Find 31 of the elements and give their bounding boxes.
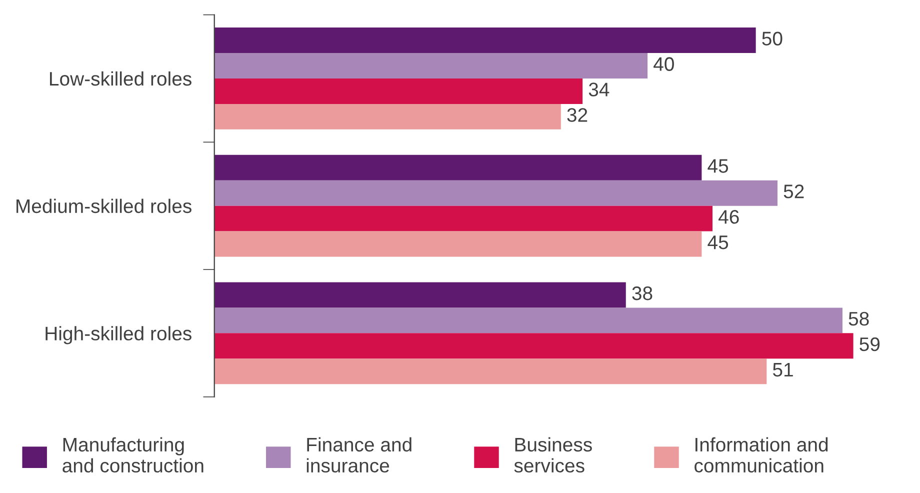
bar [214, 231, 702, 257]
legend-label: Business services [514, 437, 592, 473]
bar [214, 308, 842, 334]
data-label: 52 [784, 184, 804, 198]
legend-label: Manufacturing and construction [62, 437, 204, 473]
bar [214, 78, 583, 104]
bar [214, 28, 756, 53]
data-label: 34 [588, 82, 610, 96]
bar [214, 53, 648, 78]
bar [214, 206, 713, 232]
y-tick-label: High-skilled roles [46, 326, 192, 344]
data-label: 40 [654, 57, 674, 71]
data-label: 38 [632, 286, 652, 300]
y-tick-label: Medium-skilled roles [16, 198, 192, 214]
bar [214, 154, 702, 180]
bar [214, 333, 854, 359]
data-label: 46 [718, 210, 739, 224]
bar [214, 104, 561, 130]
data-label: 32 [567, 108, 588, 122]
data-label: 51 [772, 363, 793, 377]
data-label: 59 [860, 337, 880, 352]
y-tick-label: Low-skilled roles [50, 71, 192, 86]
legend-label: Finance and insurance [306, 437, 412, 473]
data-label: 45 [708, 159, 728, 173]
bar [214, 180, 778, 206]
bar [214, 282, 626, 308]
data-label: 45 [708, 236, 728, 250]
bar [214, 358, 767, 384]
data-label: 50 [762, 32, 782, 46]
data-label: 58 [848, 312, 869, 326]
legend-label: Information and communication [694, 437, 828, 473]
